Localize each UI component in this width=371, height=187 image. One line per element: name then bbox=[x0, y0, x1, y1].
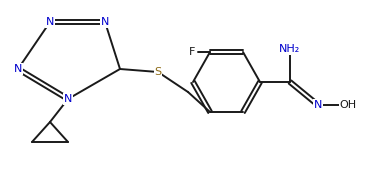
Text: OH: OH bbox=[339, 100, 357, 110]
Text: N: N bbox=[314, 100, 322, 110]
Text: F: F bbox=[189, 47, 195, 57]
Text: NH₂: NH₂ bbox=[279, 44, 301, 54]
Text: N: N bbox=[46, 17, 54, 27]
Text: N: N bbox=[14, 64, 22, 74]
Text: N: N bbox=[64, 94, 72, 104]
Text: N: N bbox=[101, 17, 109, 27]
Text: S: S bbox=[154, 67, 161, 77]
